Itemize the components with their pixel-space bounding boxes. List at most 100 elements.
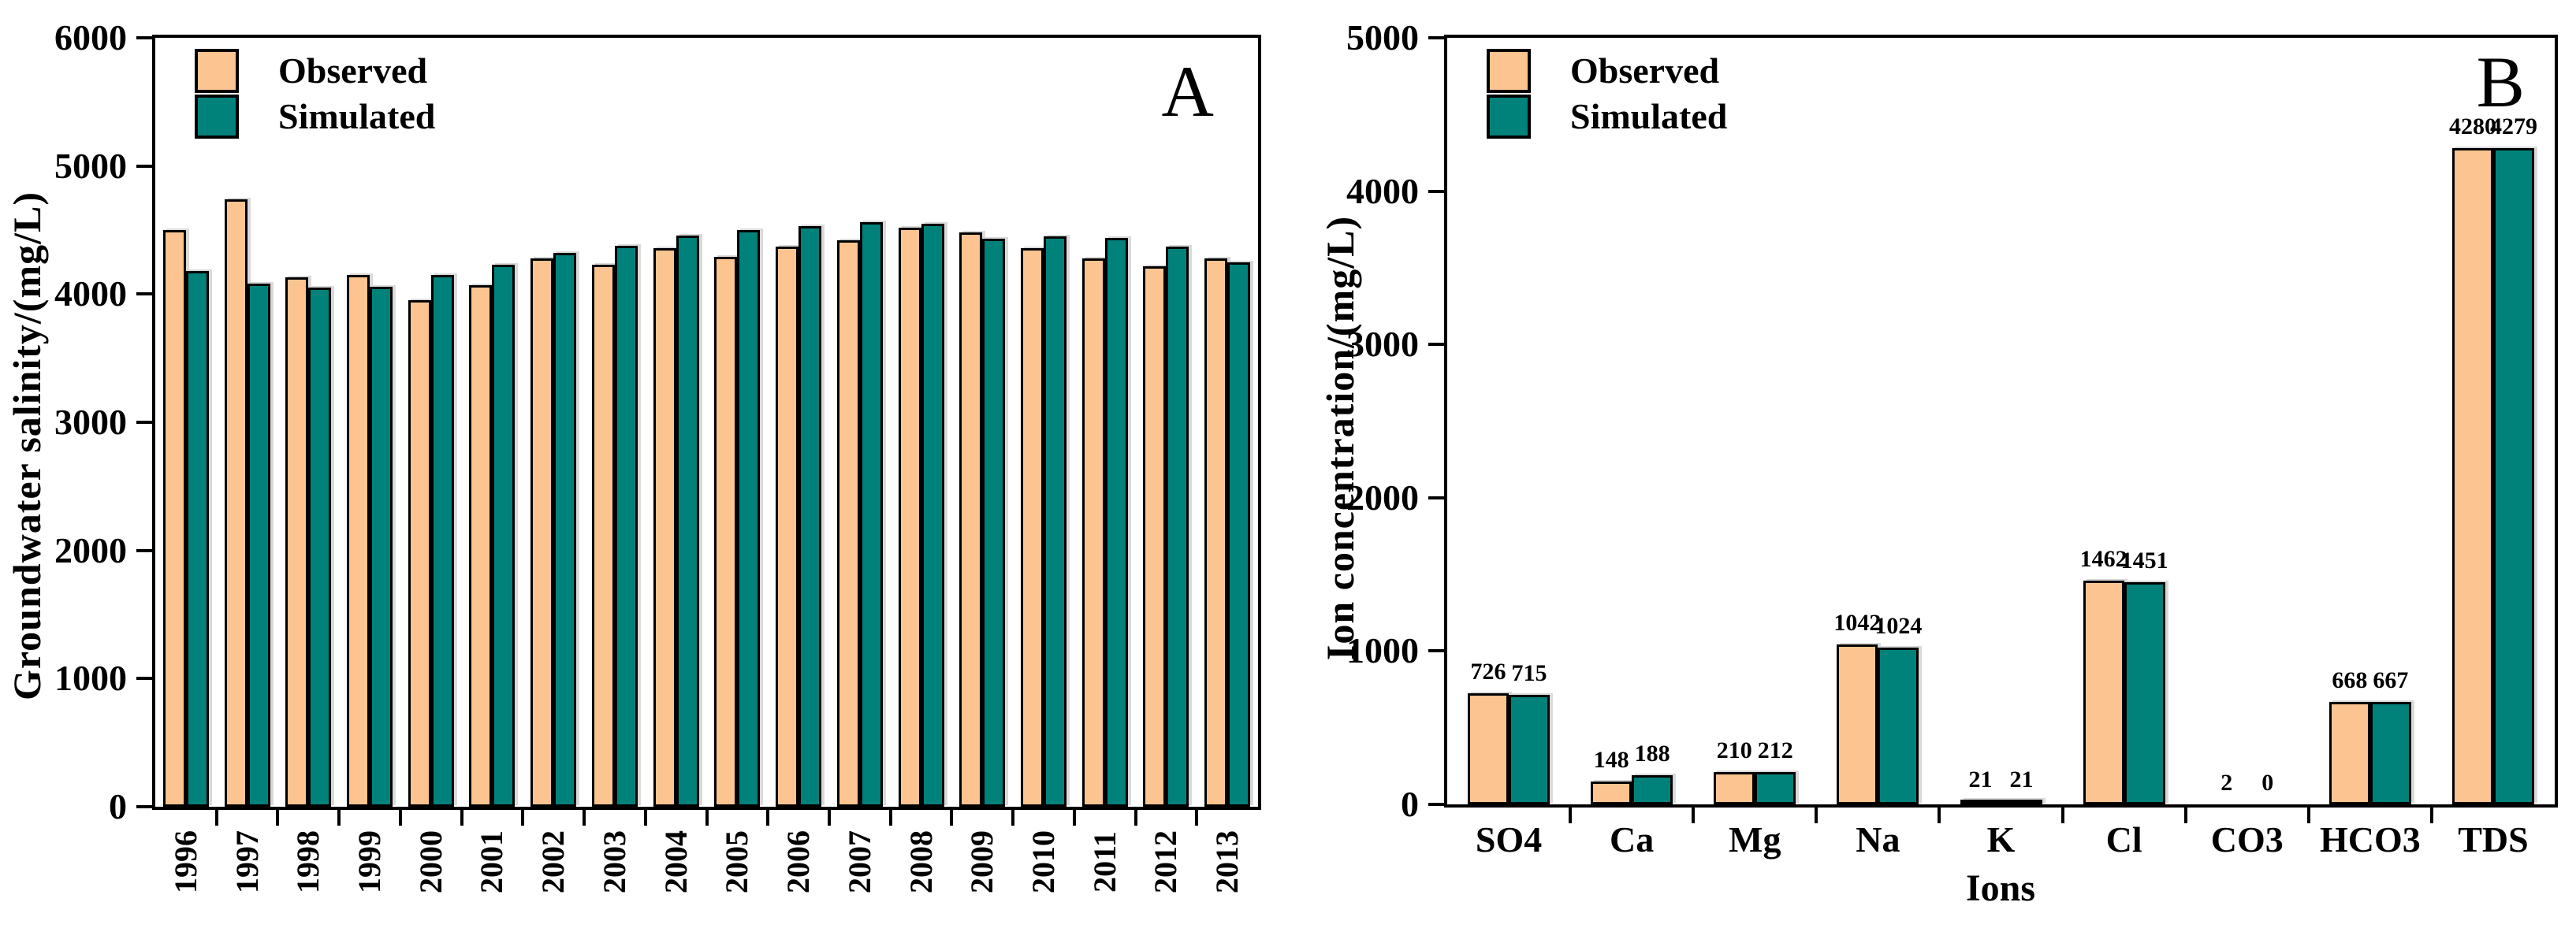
category-label-2007: 2007 [841,830,877,893]
x-axis-tick [2429,804,2433,823]
x-axis-tick [1938,804,1941,823]
category-label-1998: 1998 [290,830,326,893]
x-axis-title-ions: Ions [1965,867,2036,909]
category-label-2012: 2012 [1148,830,1184,893]
x-axis-tick [2183,804,2187,823]
x-axis-tick [705,807,709,826]
category-label-2010: 2010 [1025,830,1061,893]
y-axis-tick [136,164,155,168]
bar-value-label: 188 [1634,741,1670,767]
bar-observed-Cl [2083,580,2124,804]
y-axis-tick-label: 1000 [1346,630,1419,671]
x-axis-tick [1072,807,1076,826]
category-label-Mg: Mg [1729,819,1781,860]
observed-swatch [1487,49,1531,93]
category-label-2005: 2005 [719,830,755,893]
x-axis-tick [1011,807,1015,826]
bar-value-label: 212 [1757,737,1793,763]
bar-observed-2006 [776,247,799,807]
x-axis-tick [1195,807,1199,826]
category-label-2006: 2006 [780,830,817,893]
x-axis-tick [398,807,402,826]
y-axis-tick [136,805,155,808]
category-label-2008: 2008 [903,830,939,893]
bar-observed-1997 [224,199,248,807]
bar-observed-2000 [408,300,431,807]
category-label-2003: 2003 [596,830,632,893]
category-label-CO3: CO3 [2210,819,2284,860]
category-label-K: K [1986,819,2016,860]
bar-simulated-2007 [859,222,883,807]
bar-observed-2002 [530,258,554,807]
bar-simulated-Mg [1755,771,1796,804]
x-axis-tick [521,807,525,826]
bar-simulated-2000 [430,274,454,807]
y-axis-tick [136,421,155,424]
bar-value-label: 210 [1716,737,1752,764]
category-label-1999: 1999 [352,830,388,893]
bar-observed-2004 [653,247,676,807]
x-axis-tick [276,807,280,826]
bar-observed-2008 [898,227,921,807]
category-label-2013: 2013 [1209,830,1245,893]
bar-value-label: 1024 [1874,612,1923,639]
y-axis-tick-label: 5000 [54,145,127,186]
bar-simulated-2012 [1166,247,1189,807]
category-label-HCO3: HCO3 [2319,819,2421,860]
y-axis-tick-label: 3000 [1346,324,1419,365]
bar-value-label: 2 [2220,769,2233,796]
simulated-label: Simulated [278,96,436,136]
bar-simulated-2010 [1043,236,1067,807]
y-axis-tick-label: 3000 [54,402,127,442]
x-axis-tick [214,807,218,826]
y-axis-tick-label: 6000 [54,17,127,58]
x-axis-tick [1569,804,1573,823]
y-axis-tick-label: 2000 [54,529,127,570]
legend-b: Observed Simulated [1487,49,1727,139]
bar-simulated-1998 [308,288,332,807]
bar-simulated-2001 [492,264,516,807]
bar-observed-SO4 [1468,693,1509,804]
bar-observed-Mg [1714,772,1755,804]
bar-value-label: 21 [1968,766,1993,793]
category-label-2002: 2002 [535,830,571,893]
y-axis-tick [136,36,155,39]
bar-observed-2001 [469,284,493,807]
bar-simulated-K [2001,800,2042,804]
bar-simulated-1999 [370,286,393,807]
x-axis-tick [337,807,341,826]
y-axis-tick-label: 1000 [54,658,127,699]
bar-simulated-HCO3 [2369,702,2411,804]
bar-simulated-2009 [982,239,1006,807]
x-axis-tick [1692,804,1696,823]
y-axis-tick-label: 0 [1401,784,1419,824]
bar-value-label: 668 [2332,667,2368,694]
observed-label: Observed [1570,50,1720,91]
panel-letter-a: A [1161,51,1214,132]
bar-value-label: 4280 [2448,113,2496,140]
bar-value-label: 1451 [2120,547,2168,574]
bar-observed-1999 [347,274,370,807]
bar-value-label: 0 [2261,770,2274,796]
category-label-2011: 2011 [1086,831,1122,893]
y-axis-tick [136,548,155,552]
bar-observed-2003 [591,264,615,807]
category-label-SO4: SO4 [1475,819,1543,860]
legend-entry-simulated: Simulated [1487,95,1727,139]
y-axis-tick [136,677,155,681]
y-axis-title-salinity: Groundwater salinity/(mg/L) [5,191,49,701]
bar-simulated-SO4 [1509,694,1550,804]
x-axis-tick [827,807,831,826]
y-axis-tick-label: 4000 [1346,170,1419,211]
bar-simulated-2004 [676,235,699,807]
bar-value-label: 667 [2373,667,2409,694]
bar-simulated-Na [1878,647,1919,804]
y-axis-tick-label: 2000 [1346,477,1419,518]
bar-value-label: 4279 [2489,113,2537,140]
legend-entry-observed: Observed [1487,49,1727,93]
bar-observed-2005 [714,257,738,807]
simulated-swatch [1487,95,1531,139]
bar-value-label: 715 [1511,659,1547,686]
x-axis-tick [2060,804,2064,823]
